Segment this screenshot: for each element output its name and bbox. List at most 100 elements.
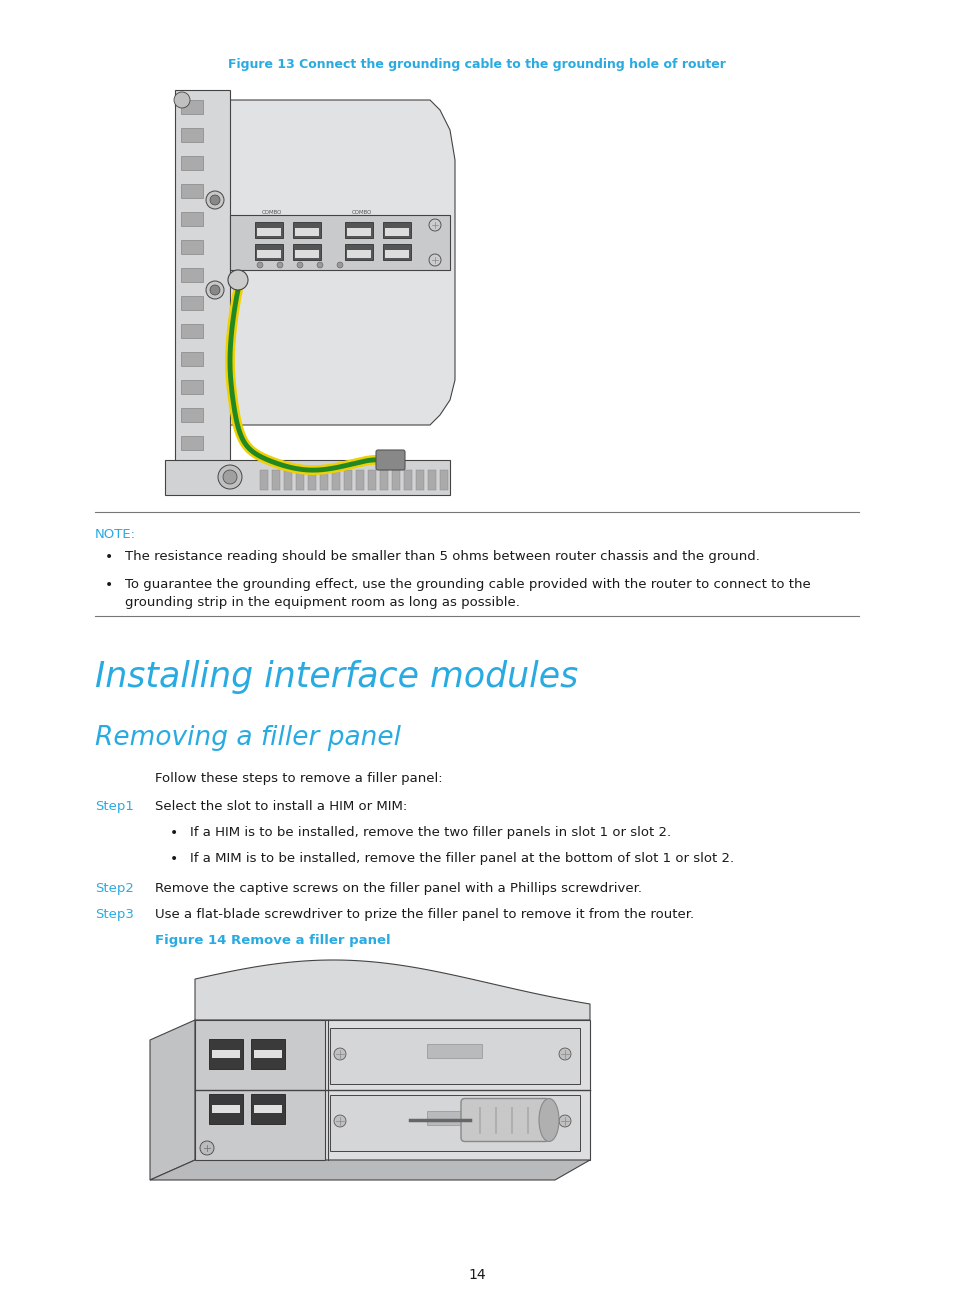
FancyBboxPatch shape	[382, 244, 411, 260]
Bar	[379, 470, 388, 490]
FancyBboxPatch shape	[460, 1099, 548, 1142]
FancyBboxPatch shape	[293, 222, 320, 238]
Text: Use a flat-blade screwdriver to prize the filler panel to remove it from the rou: Use a flat-blade screwdriver to prize th…	[154, 908, 694, 921]
Bar	[181, 184, 203, 198]
Circle shape	[210, 194, 220, 205]
Bar	[181, 324, 203, 338]
FancyBboxPatch shape	[209, 1039, 243, 1069]
Bar	[439, 470, 448, 490]
Circle shape	[334, 1115, 346, 1128]
Text: COMBO: COMBO	[261, 210, 282, 215]
Circle shape	[316, 262, 323, 268]
Circle shape	[276, 262, 283, 268]
Circle shape	[558, 1048, 571, 1060]
Bar	[181, 268, 203, 283]
Text: Step1: Step1	[95, 800, 133, 813]
Text: •: •	[170, 826, 178, 840]
Text: COMBO: COMBO	[352, 210, 372, 215]
Text: Installing interface modules: Installing interface modules	[95, 660, 578, 693]
FancyBboxPatch shape	[251, 1094, 285, 1124]
Bar	[347, 228, 371, 236]
Bar	[181, 435, 203, 450]
FancyBboxPatch shape	[251, 1039, 285, 1069]
Circle shape	[173, 92, 190, 108]
Bar	[428, 470, 436, 490]
FancyBboxPatch shape	[293, 244, 320, 260]
Circle shape	[334, 1048, 346, 1060]
Bar	[308, 470, 315, 490]
FancyBboxPatch shape	[345, 222, 373, 238]
Bar	[344, 470, 352, 490]
Bar	[230, 215, 450, 270]
Text: Step3: Step3	[95, 908, 133, 921]
Bar	[284, 470, 292, 490]
Bar	[392, 470, 399, 490]
Bar	[181, 240, 203, 254]
Bar	[253, 1050, 282, 1058]
Polygon shape	[230, 100, 455, 425]
Text: 14: 14	[468, 1267, 485, 1282]
Bar	[256, 250, 281, 258]
Text: To guarantee the grounding effect, use the grounding cable provided with the rou: To guarantee the grounding effect, use t…	[125, 578, 810, 591]
Circle shape	[429, 219, 440, 231]
Bar	[212, 1105, 240, 1113]
Circle shape	[210, 285, 220, 295]
Bar	[330, 1095, 579, 1151]
Bar	[347, 250, 371, 258]
Bar	[181, 156, 203, 170]
Circle shape	[296, 262, 303, 268]
Bar	[427, 1045, 482, 1058]
Text: Figure 13 Connect the grounding cable to the grounding hole of router: Figure 13 Connect the grounding cable to…	[228, 58, 725, 71]
Text: •: •	[105, 550, 113, 564]
Ellipse shape	[538, 1099, 558, 1142]
Bar	[416, 470, 423, 490]
FancyBboxPatch shape	[375, 450, 405, 470]
Text: NOTE:: NOTE:	[95, 527, 136, 540]
Text: Remove the captive screws on the filler panel with a Phillips screwdriver.: Remove the captive screws on the filler …	[154, 883, 641, 896]
Bar	[181, 380, 203, 394]
Bar	[181, 408, 203, 422]
Bar	[294, 250, 318, 258]
FancyBboxPatch shape	[209, 1094, 243, 1124]
Bar	[330, 1028, 579, 1083]
Circle shape	[200, 1140, 213, 1155]
Bar	[181, 128, 203, 143]
Text: Follow these steps to remove a filler panel:: Follow these steps to remove a filler pa…	[154, 772, 442, 785]
Polygon shape	[150, 1020, 194, 1179]
FancyBboxPatch shape	[382, 222, 411, 238]
Circle shape	[558, 1115, 571, 1128]
Bar	[181, 295, 203, 310]
Bar	[253, 1105, 282, 1113]
Text: If a HIM is to be installed, remove the two filler panels in slot 1 or slot 2.: If a HIM is to be installed, remove the …	[190, 826, 670, 839]
Bar	[181, 213, 203, 226]
Polygon shape	[194, 1020, 589, 1160]
Circle shape	[206, 191, 224, 209]
Bar	[385, 250, 409, 258]
Polygon shape	[165, 460, 450, 495]
Bar	[256, 228, 281, 236]
Polygon shape	[150, 1160, 589, 1179]
Bar	[368, 470, 375, 490]
Text: grounding strip in the equipment room as long as possible.: grounding strip in the equipment room as…	[125, 596, 519, 609]
Bar	[272, 470, 280, 490]
Bar	[427, 1111, 482, 1125]
Bar	[332, 470, 339, 490]
Bar	[181, 100, 203, 114]
Bar	[295, 470, 304, 490]
Text: •: •	[170, 851, 178, 866]
Bar	[194, 1020, 325, 1160]
Circle shape	[429, 254, 440, 266]
Bar	[294, 228, 318, 236]
Bar	[260, 470, 268, 490]
Bar	[403, 470, 412, 490]
Text: Figure 14 Remove a filler panel: Figure 14 Remove a filler panel	[154, 934, 390, 947]
Bar	[181, 353, 203, 365]
Circle shape	[336, 262, 343, 268]
Bar	[212, 1050, 240, 1058]
Circle shape	[218, 465, 242, 489]
Text: If a MIM is to be installed, remove the filler panel at the bottom of slot 1 or : If a MIM is to be installed, remove the …	[190, 851, 734, 864]
Bar	[385, 228, 409, 236]
Text: •: •	[105, 578, 113, 592]
Text: Select the slot to install a HIM or MIM:: Select the slot to install a HIM or MIM:	[154, 800, 407, 813]
FancyBboxPatch shape	[345, 244, 373, 260]
